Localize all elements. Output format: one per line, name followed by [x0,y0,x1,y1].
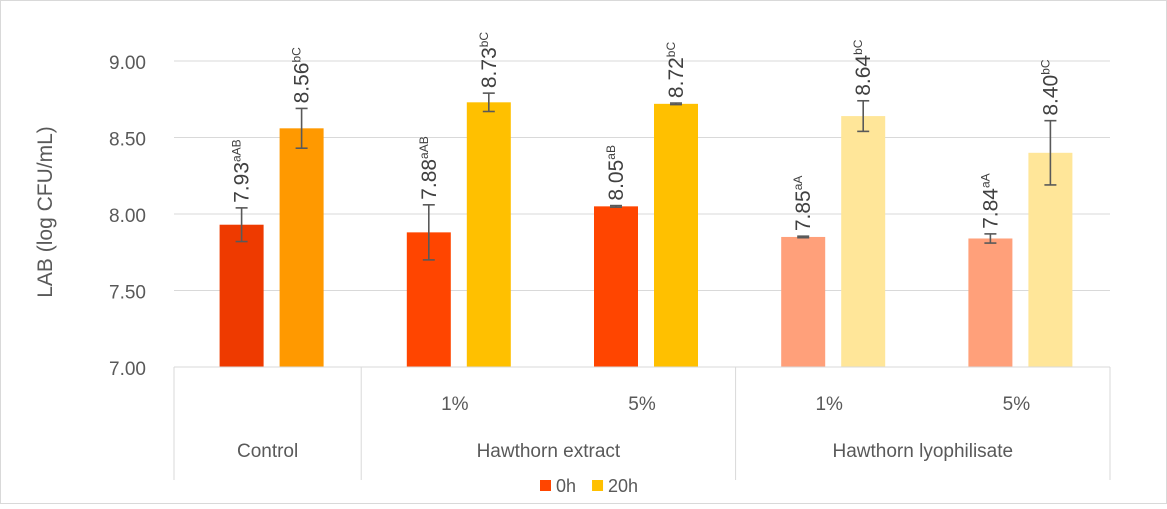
bar-20h [466,102,511,367]
data-label-superscript: bC [851,39,865,55]
data-label-value: 7.93 [231,162,254,203]
legend-swatch [540,480,551,491]
bar-20h [654,103,698,367]
data-label-value: 8.56 [291,63,314,104]
group-label: Hawthorn extract [477,441,621,462]
data-label: 7.88aAB [417,136,441,200]
data-label-value: 7.84 [979,188,1002,229]
legend-label: 0h [556,476,576,496]
legend-label: 20h [608,476,638,496]
data-label: 8.56bC [290,47,314,104]
data-label-superscript: aAB [230,139,244,162]
data-label-value: 7.88 [418,159,441,200]
data-label: 8.72bC [664,42,688,99]
bar-0h [594,206,638,367]
bar-0h [781,236,826,367]
group-label: Hawthorn lyophilisate [833,441,1014,462]
data-label-superscript: aAB [417,136,431,159]
y-axis-title: LAB (log CFU/mL) [34,126,57,298]
category-label: 5% [1003,394,1031,415]
data-label-value: 7.85 [792,190,815,231]
category-label: 1% [441,394,469,415]
y-tick-label: 8.50 [109,130,146,151]
legend-swatch [592,480,604,491]
bars [219,102,1073,367]
axes: 7.00 7.50 8.00 8.50 9.00 Control Hawthorn extr… [34,53,1111,480]
data-label: 7.93aAB [230,139,254,203]
data-label-value: 8.73 [478,47,501,88]
y-tick-label: 7.00 [109,359,146,380]
data-label-superscript: bC [290,47,304,63]
data-label-superscript: aB [604,145,618,160]
data-label: 8.05aB [604,145,628,201]
data-label: 8.40bC [1038,59,1062,116]
data-label: 7.85aA [791,176,815,232]
category-label: 5% [628,394,656,415]
group-label: Control [237,441,298,462]
bar-20h [1028,152,1073,367]
bar-20h [841,116,886,367]
legend: 0h 20h [540,476,638,496]
y-tick-label: 8.00 [109,206,146,227]
data-label-value: 8.05 [605,160,628,201]
data-labels: 7.93aAB8.56bC7.88aAB8.73bC8.05aB8.72bC7.… [230,32,1063,232]
data-label-superscript: bC [664,42,678,58]
data-label-superscript: aA [978,173,992,188]
category-label: 1% [815,394,843,415]
data-label-value: 8.72 [665,57,688,98]
bar-0h [219,224,264,367]
data-label-value: 8.64 [852,55,875,96]
data-label-superscript: aA [791,176,805,191]
data-label: 8.64bC [851,39,875,96]
data-label: 8.73bC [477,32,501,89]
error-bars [235,92,1057,261]
y-tick-label: 7.50 [109,283,146,304]
data-label-superscript: bC [1038,59,1052,75]
data-label-value: 8.40 [1039,75,1062,116]
bar-20h [279,128,324,367]
gridlines [174,60,1110,291]
y-tick-label: 9.00 [109,53,146,74]
data-label-superscript: bC [477,32,491,48]
data-label: 7.84aA [978,173,1002,229]
bar-0h [968,238,1013,367]
